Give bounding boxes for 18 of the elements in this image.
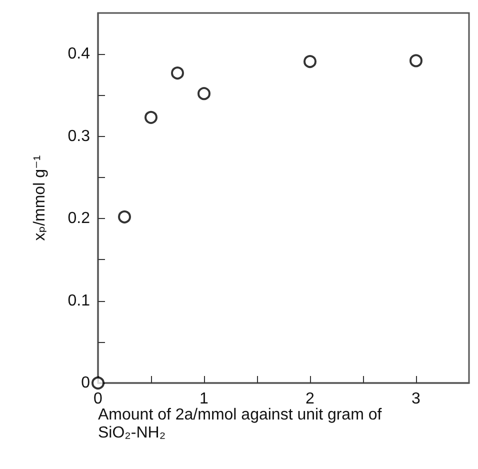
point — [92, 376, 104, 390]
y-axis-title: xₚ/mmol g⁻¹ — [32, 155, 48, 241]
x-tick-label: 2 — [306, 390, 315, 408]
point — [144, 110, 158, 124]
point — [410, 54, 422, 68]
y-tick-label: 0.1 — [68, 292, 90, 310]
x-tick-label: 0 — [94, 390, 103, 408]
y-tick-label: 0.4 — [68, 46, 90, 63]
y-tick-label: 0.3 — [68, 128, 90, 145]
point — [171, 66, 184, 80]
point — [304, 55, 316, 68]
point — [198, 87, 210, 100]
x-tick-label: 3 — [412, 390, 421, 408]
y-tick-label: 0 — [81, 374, 90, 392]
x-axis-title: Amount of 2a/mmol against unit gram of SiO₂-NH₂ — [98, 406, 386, 442]
x-tick-label: 1 — [200, 390, 209, 408]
y-tick-label: 0.2 — [68, 210, 90, 228]
point — [118, 210, 131, 224]
